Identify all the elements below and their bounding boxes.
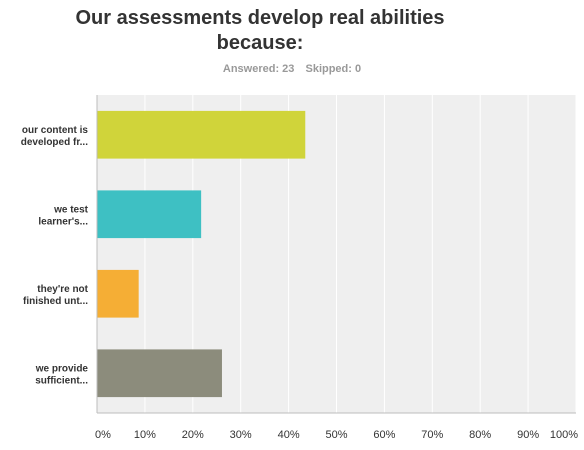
x-axis-tick-labels: 0% 10% 20% 30% 40% 50% 60% 70% 80% 90% 100% bbox=[95, 429, 578, 441]
x-tick-label: 20% bbox=[182, 429, 204, 441]
chart-title-line-2: because: bbox=[216, 32, 304, 54]
x-tick-label: 40% bbox=[278, 429, 300, 441]
bar[interactable] bbox=[97, 269, 139, 318]
x-tick-label: 0% bbox=[95, 429, 111, 441]
x-tick-label: 30% bbox=[230, 429, 252, 441]
answered-count: Answered: 23 bbox=[222, 63, 295, 75]
x-tick-label: 100% bbox=[550, 429, 578, 441]
category-label: we test learner's... bbox=[38, 204, 88, 227]
response-summary: Answered: 23 Skipped: 0 bbox=[0, 63, 584, 75]
x-tick-label: 80% bbox=[469, 429, 491, 441]
skipped-count: Skipped: 0 bbox=[305, 63, 362, 75]
x-tick-label: 10% bbox=[134, 429, 156, 441]
bars bbox=[97, 110, 306, 398]
category-label: they're not finished unt... bbox=[23, 284, 89, 307]
category-labels: our content is developed fr... we test lear… bbox=[21, 125, 89, 387]
x-tick-label: 60% bbox=[373, 429, 395, 441]
chart-title-line-1: Our assessments develop real abilities bbox=[75, 7, 445, 29]
bar[interactable] bbox=[97, 190, 202, 239]
x-tick-label: 50% bbox=[325, 429, 347, 441]
x-tick-label: 90% bbox=[517, 429, 539, 441]
chart-title: Our assessments develop real abilities b… bbox=[40, 6, 480, 56]
category-label: our content is developed fr... bbox=[21, 125, 89, 148]
category-label: we provide sufficient... bbox=[35, 363, 89, 386]
bar[interactable] bbox=[97, 110, 306, 159]
x-tick-label: 70% bbox=[421, 429, 443, 441]
bar[interactable] bbox=[97, 349, 222, 398]
